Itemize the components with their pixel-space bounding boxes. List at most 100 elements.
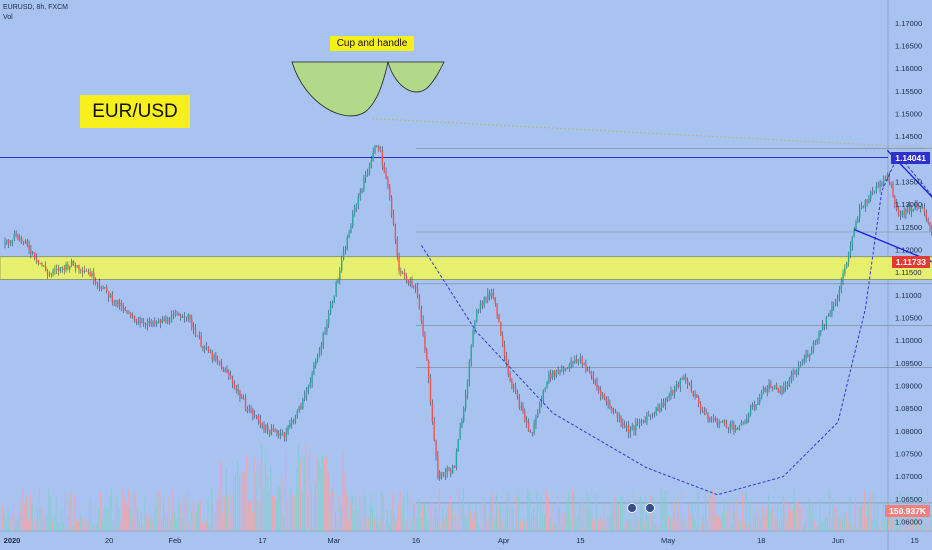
title-annotation[interactable]: EUR/USD [80, 95, 190, 128]
candle-down [633, 426, 635, 431]
candle-up [757, 402, 759, 405]
volume-bar [893, 518, 895, 531]
volume-bar [740, 521, 742, 531]
volume-bar [603, 504, 605, 531]
candle-up [368, 166, 371, 173]
volume-bar [96, 523, 98, 531]
candle-down [133, 316, 136, 320]
volume-bar [403, 496, 405, 531]
volume-bar [155, 505, 157, 531]
candle-up [831, 306, 833, 314]
candle-down [588, 371, 591, 373]
volume-bar [791, 509, 794, 531]
volume-bar [869, 492, 871, 531]
candle-down [400, 271, 402, 274]
volume-bar [466, 518, 468, 531]
candle-down [180, 315, 182, 318]
volume-bar [684, 522, 686, 531]
volume-bar [225, 469, 227, 531]
volume-bar [133, 491, 135, 531]
x-axis-label-10: Jun [832, 536, 844, 545]
volume-bar [270, 465, 272, 531]
volume-bar [806, 507, 808, 531]
candle-down [690, 384, 693, 392]
volume-bar [442, 506, 444, 531]
candle-down [218, 360, 221, 365]
candle-down [587, 370, 589, 372]
candle-down [37, 260, 39, 263]
candle-up [294, 416, 297, 422]
symbol-header: EURUSD, 8h, FXCM [3, 4, 68, 11]
volume-bar [577, 513, 579, 531]
candle-down [733, 425, 735, 431]
volume-bar [640, 495, 642, 531]
candle-up [348, 232, 350, 238]
volume-bar [373, 519, 375, 531]
volume-indicator-label: Vol [3, 14, 13, 21]
candle-up [779, 390, 781, 393]
candle-up [59, 266, 62, 272]
volume-bar [142, 523, 144, 531]
volume-bar [66, 517, 68, 531]
volume-bar [211, 488, 213, 531]
volume-bar [159, 489, 161, 531]
candle-down [228, 372, 230, 376]
pattern-annotation[interactable]: Cup and handle [330, 36, 414, 51]
volume-bar [919, 526, 921, 531]
volume-bar [664, 490, 666, 531]
candle-up [141, 322, 143, 324]
candle-down [775, 385, 778, 388]
candle-down [413, 285, 415, 287]
volume-bar [170, 519, 172, 531]
candle-down [394, 224, 397, 240]
volume-bar [581, 499, 583, 531]
volume-bar [732, 498, 734, 531]
x-axis-label-5: 16 [412, 536, 420, 545]
volume-bar [185, 492, 187, 531]
volume-bar [597, 519, 599, 531]
candle-down [259, 419, 261, 425]
volume-bar [453, 514, 455, 531]
candle-down [283, 432, 286, 437]
volume-bar [545, 490, 547, 531]
volume-bar [558, 506, 560, 531]
volume-bar [775, 517, 777, 531]
volume-bar [272, 495, 274, 531]
volume-bar [120, 521, 122, 531]
candle-up [298, 406, 300, 411]
candle-down [193, 327, 195, 330]
candle-down [916, 204, 918, 208]
candle-down [596, 382, 598, 387]
volume-bar [799, 507, 801, 531]
candle-up [313, 365, 315, 374]
candle-up [65, 264, 67, 271]
volume-bar [906, 507, 908, 531]
volume-bar [277, 486, 279, 531]
volume-bar [407, 490, 409, 531]
candle-up [69, 265, 71, 269]
volume-bar [153, 510, 155, 531]
candle-up [546, 381, 548, 388]
candle-up [355, 204, 358, 208]
volume-bar [61, 507, 63, 531]
candle-up [104, 286, 106, 288]
candle-up [905, 208, 907, 215]
candle-up [688, 384, 691, 386]
candle-down [159, 320, 162, 323]
candle-up [315, 360, 317, 366]
volume-bar [483, 500, 485, 531]
candle-down [686, 380, 689, 385]
candle-down [431, 402, 434, 422]
volume-bar [699, 525, 701, 531]
volume-bar [377, 522, 379, 531]
candle-up [805, 354, 807, 359]
candle-down [557, 370, 559, 373]
candle-up [472, 330, 474, 346]
volume-bar [836, 507, 838, 531]
volume-bar [205, 519, 207, 531]
support-zone [0, 256, 932, 280]
volume-bar [886, 521, 888, 531]
candle-down [518, 396, 520, 408]
candle-down [711, 418, 713, 420]
